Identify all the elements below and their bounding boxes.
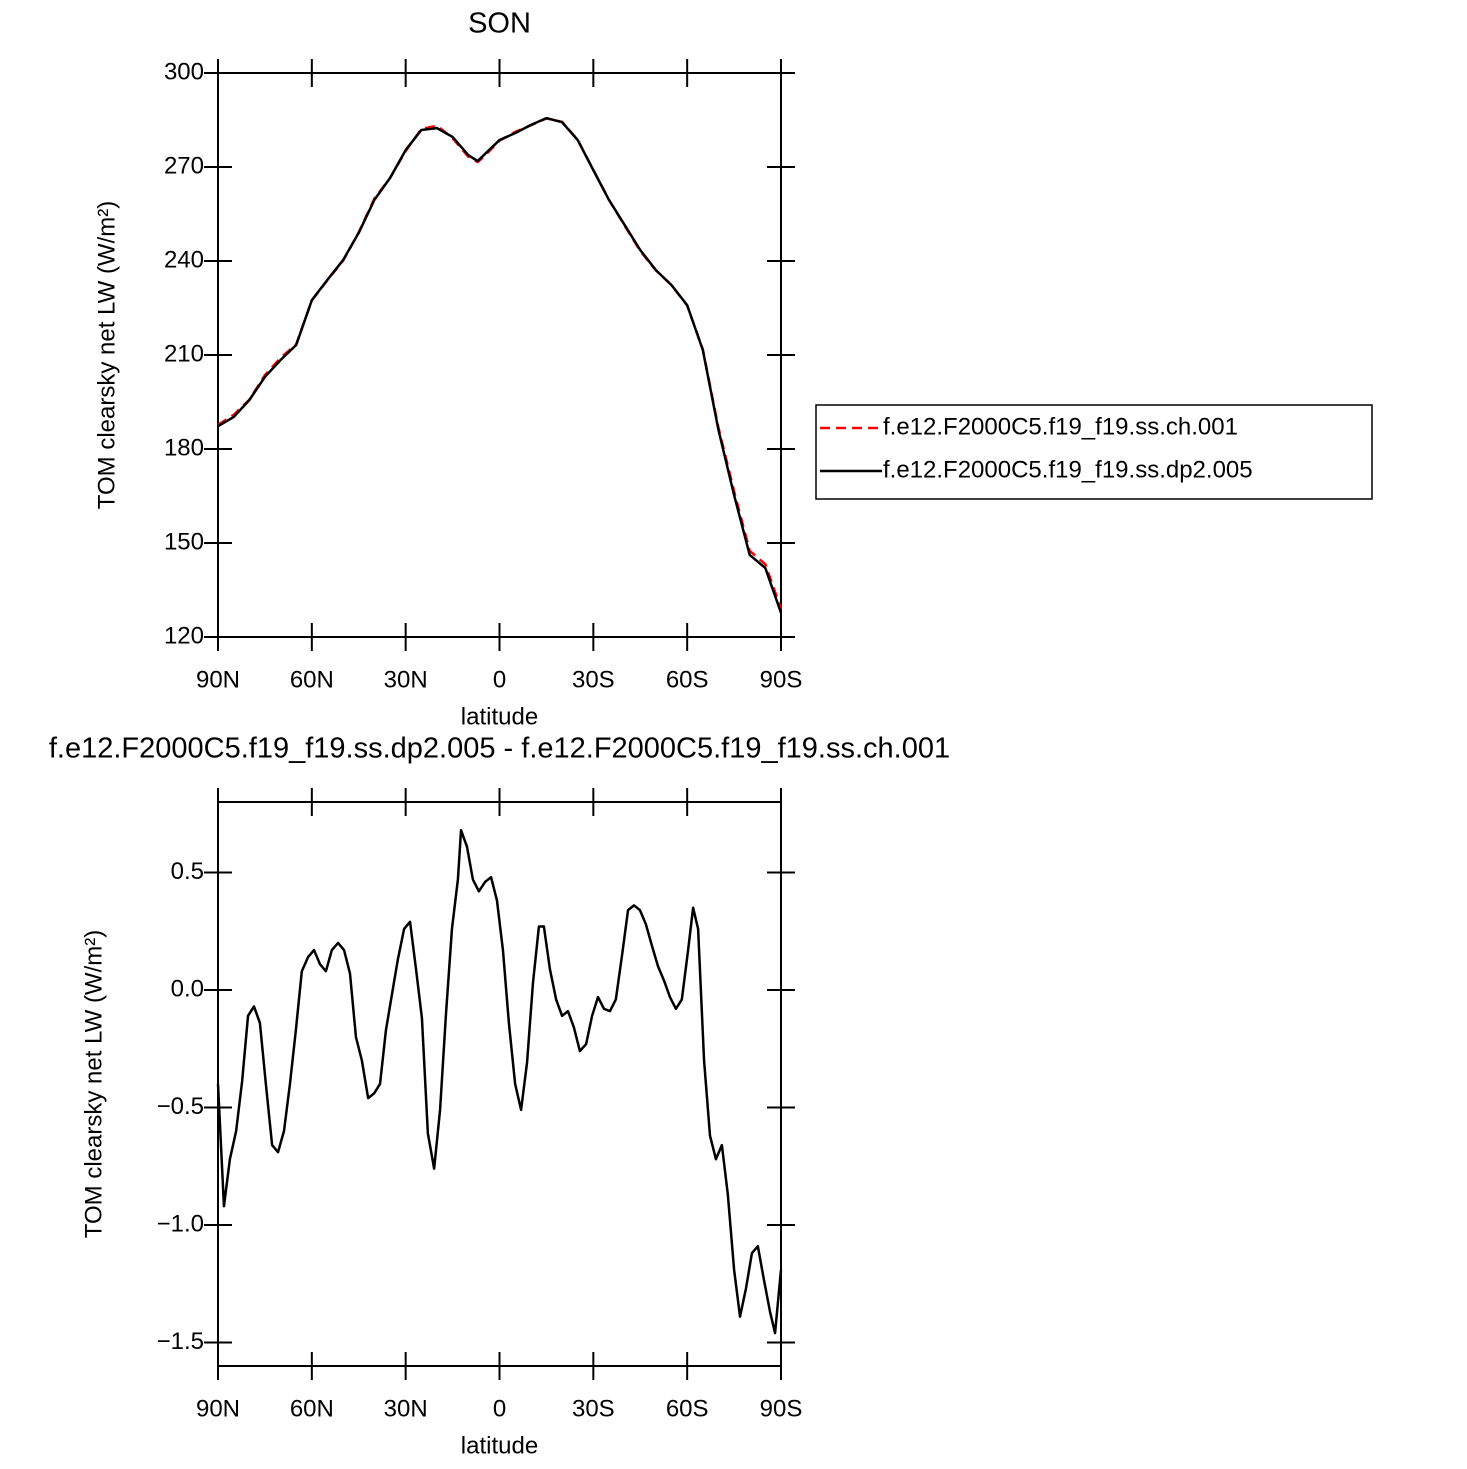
plot-frame xyxy=(217,72,782,638)
data-line xyxy=(216,828,783,1335)
data-line xyxy=(217,116,783,614)
x-tick-label: 30N xyxy=(384,1395,428,1422)
x-tick-label: 90S xyxy=(760,1395,803,1422)
chart-title: f.e12.F2000C5.f19_f19.ss.dp2.005 - f.e12… xyxy=(49,733,950,765)
x-tick-label: 30N xyxy=(384,666,428,693)
legend-label: f.e12.F2000C5.f19_f19.ss.dp2.005 xyxy=(883,456,1253,483)
y-tick-label: 240 xyxy=(164,246,204,273)
legend-box xyxy=(815,404,1373,500)
y-tick-label: 270 xyxy=(164,152,204,179)
plot-frame xyxy=(217,801,782,1367)
y-tick-label: 210 xyxy=(164,340,204,367)
y-tick-label: 0.5 xyxy=(171,858,204,885)
y-tick-label: 150 xyxy=(164,528,204,555)
y-tick-label: −0.5 xyxy=(157,1093,204,1120)
x-tick-label: 30S xyxy=(572,1395,615,1422)
data-line xyxy=(217,117,783,610)
y-axis-label: TOM clearsky net LW (W/m²) xyxy=(80,930,107,1238)
y-tick-label: 180 xyxy=(164,434,204,461)
x-tick-label: 90S xyxy=(760,666,803,693)
x-tick-label: 90N xyxy=(196,1395,240,1422)
x-tick-label: 30S xyxy=(572,666,615,693)
x-tick-label: 60N xyxy=(290,666,334,693)
y-tick-label: −1.0 xyxy=(157,1210,204,1237)
x-axis-label: latitude xyxy=(461,703,538,730)
x-tick-label: 0 xyxy=(493,1395,506,1422)
y-tick-label: 0.0 xyxy=(171,975,204,1002)
y-tick-label: 120 xyxy=(164,622,204,649)
x-tick-label: 60S xyxy=(666,1395,709,1422)
legend-label: f.e12.F2000C5.f19_f19.ss.ch.001 xyxy=(883,413,1238,440)
x-tick-label: 90N xyxy=(196,666,240,693)
x-axis-label: latitude xyxy=(461,1432,538,1459)
x-tick-label: 60N xyxy=(290,1395,334,1422)
x-tick-label: 60S xyxy=(666,666,709,693)
y-axis-label: TOM clearsky net LW (W/m²) xyxy=(93,201,120,509)
chart-title: SON xyxy=(468,8,531,40)
y-tick-label: −1.5 xyxy=(157,1328,204,1355)
x-tick-label: 0 xyxy=(493,666,506,693)
y-tick-label: 300 xyxy=(164,58,204,85)
